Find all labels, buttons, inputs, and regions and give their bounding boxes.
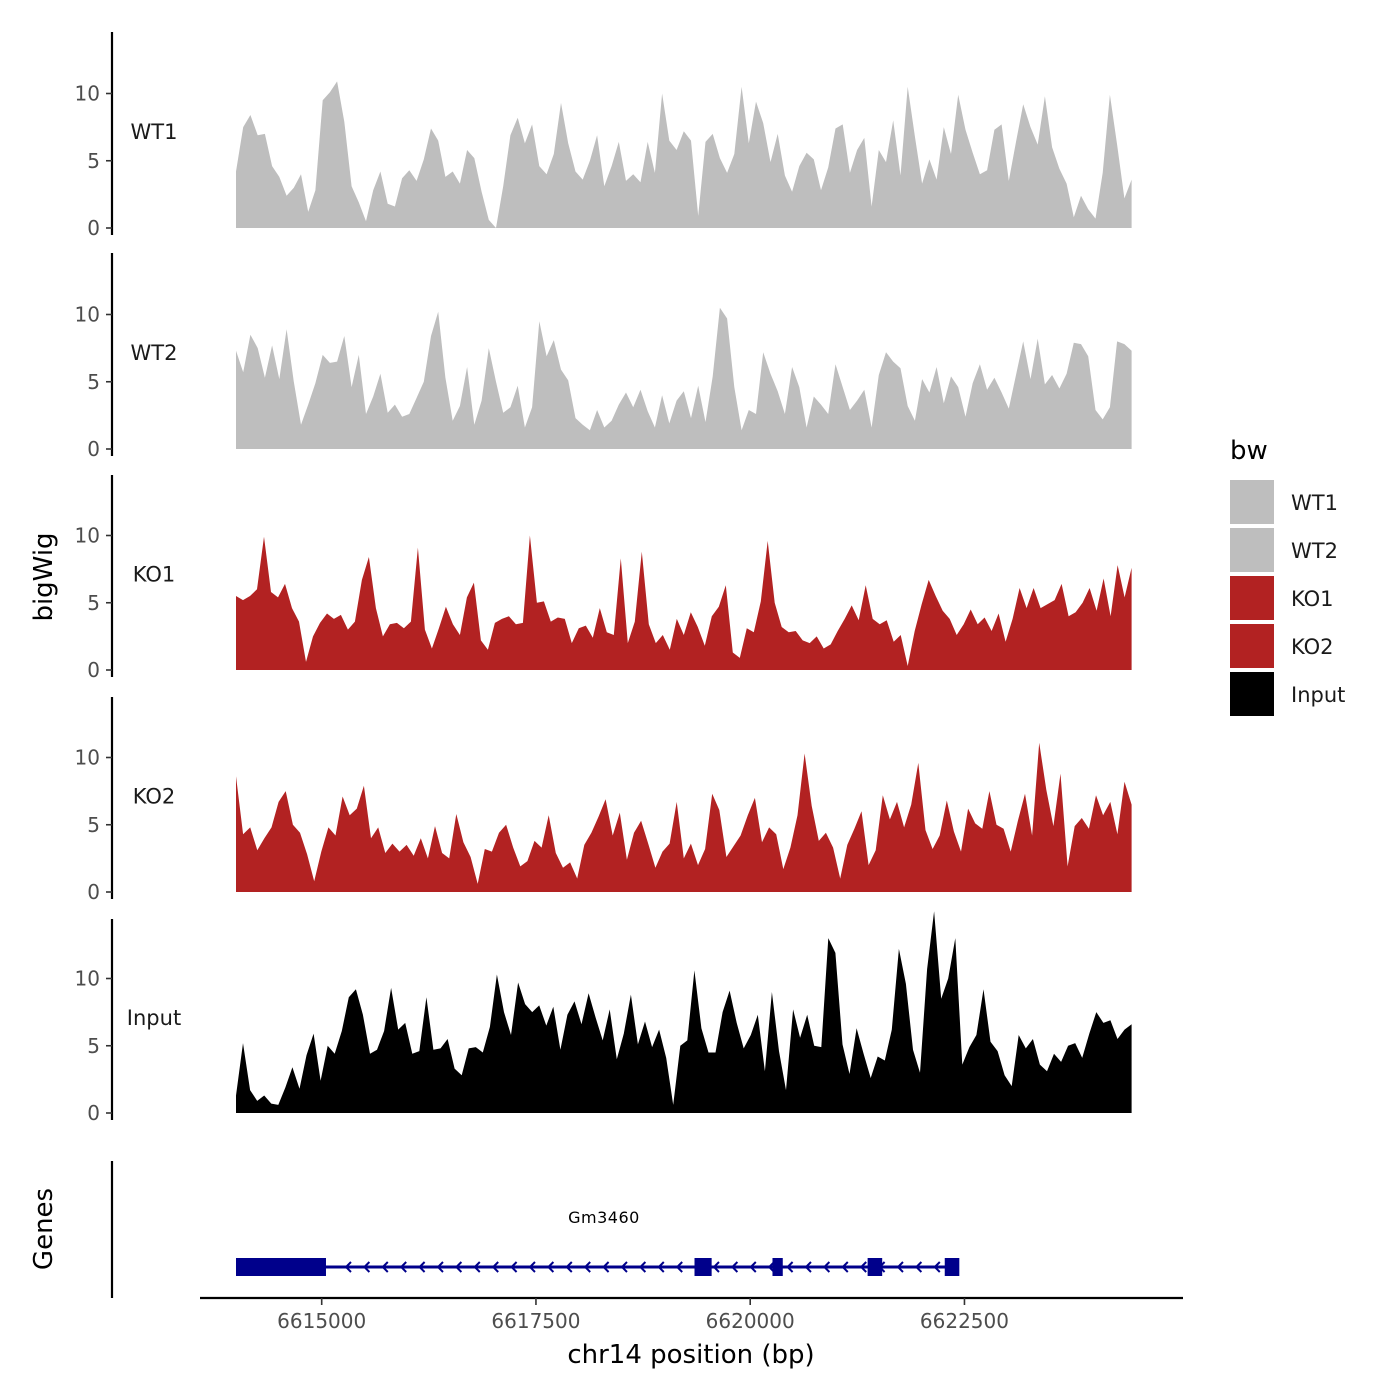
legend: bw WT1 WT2 KO1 KO2 Input — [1230, 436, 1345, 716]
genes-panel: Gm3460 — [110, 1161, 960, 1298]
strand-arrow — [510, 1261, 518, 1273]
strand-arrow — [381, 1261, 389, 1273]
strand-arrow — [454, 1261, 463, 1273]
strand-arrow — [583, 1261, 591, 1273]
y-tick-label: 10 — [75, 82, 100, 106]
x-axis-title: chr14 position (bp) — [567, 1340, 814, 1370]
x-tick-label: 6620000 — [706, 1309, 795, 1333]
strand-arrow — [712, 1261, 720, 1273]
gene-exon — [235, 1258, 326, 1276]
strand-arrow — [914, 1261, 923, 1273]
gene-exon — [944, 1258, 960, 1276]
x-tick-label: 6622500 — [920, 1309, 1009, 1333]
x-tick-label: 6615000 — [277, 1309, 366, 1333]
track-wt1: 0 5 10 WT1 — [75, 32, 1132, 240]
track-label-wt1: WT1 — [131, 120, 178, 144]
gene-exon — [867, 1258, 883, 1276]
coverage-area-wt2 — [236, 307, 1132, 449]
strand-arrow — [749, 1261, 757, 1273]
gene-exon — [772, 1258, 783, 1276]
y-tick-label: 5 — [87, 591, 100, 615]
y-tick-label: 5 — [87, 149, 100, 173]
strand-arrow — [344, 1261, 352, 1273]
coverage-area-wt1 — [236, 81, 1132, 229]
y-tick-label: 0 — [87, 437, 100, 461]
gene-exon — [694, 1258, 712, 1276]
strand-arrow — [602, 1261, 610, 1273]
y-tick-label: 0 — [87, 658, 100, 682]
track-label-ko2: KO2 — [133, 785, 176, 809]
strand-arrow — [822, 1261, 831, 1273]
strand-arrow — [565, 1261, 573, 1273]
track-ko2: 0 5 10 KO2 — [75, 697, 1132, 904]
legend-label-input: Input — [1291, 683, 1345, 707]
track-label-wt2: WT2 — [131, 341, 178, 365]
strand-arrow — [620, 1261, 628, 1273]
strand-arrow — [675, 1261, 683, 1273]
y-tick-label: 0 — [87, 880, 100, 904]
y-tick-label: 5 — [87, 813, 100, 837]
track-wt2: 0 5 10 WT2 — [75, 253, 1132, 461]
track-label-ko1: KO1 — [133, 563, 176, 587]
y-axis-title: bigWig — [29, 532, 59, 621]
strand-arrow — [841, 1261, 849, 1273]
y-tick-label: 10 — [75, 967, 100, 991]
track-input: 0 5 10 Input — [75, 911, 1132, 1125]
strand-arrow — [804, 1261, 812, 1273]
strand-arrow — [546, 1261, 555, 1273]
track-label-input: Input — [127, 1006, 181, 1030]
gene-name-label: Gm3460 — [568, 1208, 640, 1227]
strand-arrow — [859, 1261, 867, 1273]
strand-arrow — [638, 1261, 647, 1273]
strand-arrow — [528, 1261, 536, 1273]
strand-arrow — [436, 1261, 444, 1273]
tracks-layer: 0 5 10 WT1 0 5 10 WT2 0 5 10 KO1 0 5 10 KO2 0 5 10 Input — [75, 32, 1132, 1125]
legend-swatch-ko1 — [1230, 576, 1274, 620]
y-tick-label: 5 — [87, 370, 100, 394]
legend-label-wt1: WT1 — [1291, 491, 1338, 515]
strand-arrow — [491, 1261, 499, 1273]
coverage-area-ko1 — [236, 535, 1132, 670]
y-tick-label: 0 — [87, 216, 100, 240]
legend-swatch-wt1 — [1230, 480, 1274, 524]
strand-arrow — [730, 1261, 739, 1273]
strand-arrow — [657, 1261, 665, 1273]
genes-axis-title: Genes — [29, 1188, 59, 1270]
legend-swatch-ko2 — [1230, 624, 1274, 668]
strand-arrow — [896, 1261, 904, 1273]
legend-label-ko1: KO1 — [1291, 587, 1334, 611]
strand-arrow — [473, 1261, 481, 1273]
legend-swatch-wt2 — [1230, 528, 1274, 572]
strand-arrow — [362, 1261, 371, 1273]
strand-arrow — [418, 1261, 426, 1273]
x-axis: 6615000 6617500 6620000 6622500 — [200, 1296, 1183, 1333]
strand-arrow — [399, 1261, 407, 1273]
y-tick-label: 10 — [75, 524, 100, 548]
strand-arrow — [786, 1261, 794, 1273]
coverage-area-input — [236, 911, 1132, 1113]
y-tick-label: 10 — [75, 303, 100, 327]
track-ko1: 0 5 10 KO1 — [75, 475, 1132, 682]
legend-swatch-input — [1230, 672, 1274, 716]
coverage-area-ko2 — [236, 742, 1132, 892]
y-tick-label: 5 — [87, 1034, 100, 1058]
legend-title: bw — [1230, 436, 1268, 466]
x-tick-label: 6617500 — [491, 1309, 580, 1333]
legend-label-wt2: WT2 — [1291, 539, 1338, 563]
strand-arrow — [933, 1261, 941, 1273]
legend-label-ko2: KO2 — [1291, 635, 1334, 659]
y-tick-label: 10 — [75, 746, 100, 770]
y-tick-label: 0 — [87, 1101, 100, 1125]
